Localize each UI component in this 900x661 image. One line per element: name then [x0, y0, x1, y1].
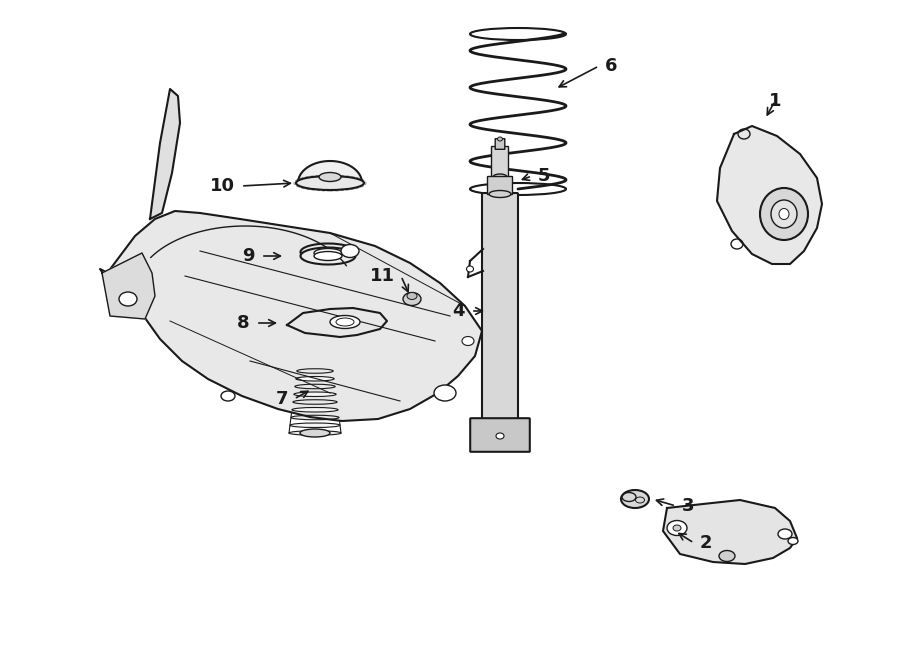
Text: 7: 7 — [275, 390, 288, 408]
Ellipse shape — [330, 315, 360, 329]
Polygon shape — [100, 211, 482, 421]
Ellipse shape — [788, 537, 798, 545]
Polygon shape — [287, 308, 387, 337]
Ellipse shape — [292, 407, 338, 412]
Ellipse shape — [294, 392, 336, 397]
Ellipse shape — [314, 251, 342, 260]
Ellipse shape — [407, 293, 417, 299]
Ellipse shape — [119, 292, 137, 306]
FancyBboxPatch shape — [495, 139, 505, 149]
Ellipse shape — [221, 391, 235, 401]
Text: 3: 3 — [682, 497, 695, 515]
Ellipse shape — [621, 490, 649, 508]
Ellipse shape — [301, 247, 356, 264]
Polygon shape — [150, 89, 180, 219]
FancyBboxPatch shape — [470, 418, 530, 452]
Polygon shape — [663, 500, 797, 564]
Ellipse shape — [341, 245, 359, 258]
Ellipse shape — [673, 525, 681, 531]
Ellipse shape — [667, 520, 687, 535]
Ellipse shape — [434, 385, 456, 401]
Text: 11: 11 — [370, 267, 395, 285]
Polygon shape — [102, 253, 155, 319]
Ellipse shape — [462, 336, 474, 346]
Text: 8: 8 — [238, 314, 250, 332]
Ellipse shape — [291, 415, 339, 420]
Text: 6: 6 — [605, 57, 617, 75]
Text: 4: 4 — [453, 302, 465, 320]
FancyBboxPatch shape — [488, 176, 512, 194]
Text: 5: 5 — [538, 167, 551, 185]
Ellipse shape — [319, 173, 341, 182]
Ellipse shape — [489, 190, 511, 198]
Ellipse shape — [778, 529, 792, 539]
Ellipse shape — [760, 188, 808, 240]
Ellipse shape — [295, 384, 335, 389]
Ellipse shape — [498, 137, 502, 141]
Text: 2: 2 — [700, 534, 713, 552]
Ellipse shape — [493, 174, 507, 180]
Ellipse shape — [300, 429, 330, 437]
Ellipse shape — [314, 249, 342, 258]
FancyBboxPatch shape — [491, 147, 508, 178]
Ellipse shape — [296, 176, 364, 190]
Ellipse shape — [296, 377, 334, 381]
Ellipse shape — [496, 433, 504, 439]
Ellipse shape — [719, 551, 735, 561]
Ellipse shape — [301, 243, 356, 260]
FancyBboxPatch shape — [482, 193, 518, 422]
Ellipse shape — [466, 266, 473, 272]
Ellipse shape — [403, 293, 421, 305]
Ellipse shape — [336, 318, 354, 326]
Ellipse shape — [779, 208, 789, 219]
Ellipse shape — [290, 423, 340, 428]
Polygon shape — [717, 126, 822, 264]
Ellipse shape — [289, 431, 341, 435]
Text: 9: 9 — [242, 247, 255, 265]
Ellipse shape — [771, 200, 797, 228]
Text: 1: 1 — [769, 92, 781, 110]
Ellipse shape — [292, 400, 338, 405]
Polygon shape — [298, 161, 362, 183]
Ellipse shape — [297, 369, 333, 373]
Text: 10: 10 — [210, 177, 235, 195]
